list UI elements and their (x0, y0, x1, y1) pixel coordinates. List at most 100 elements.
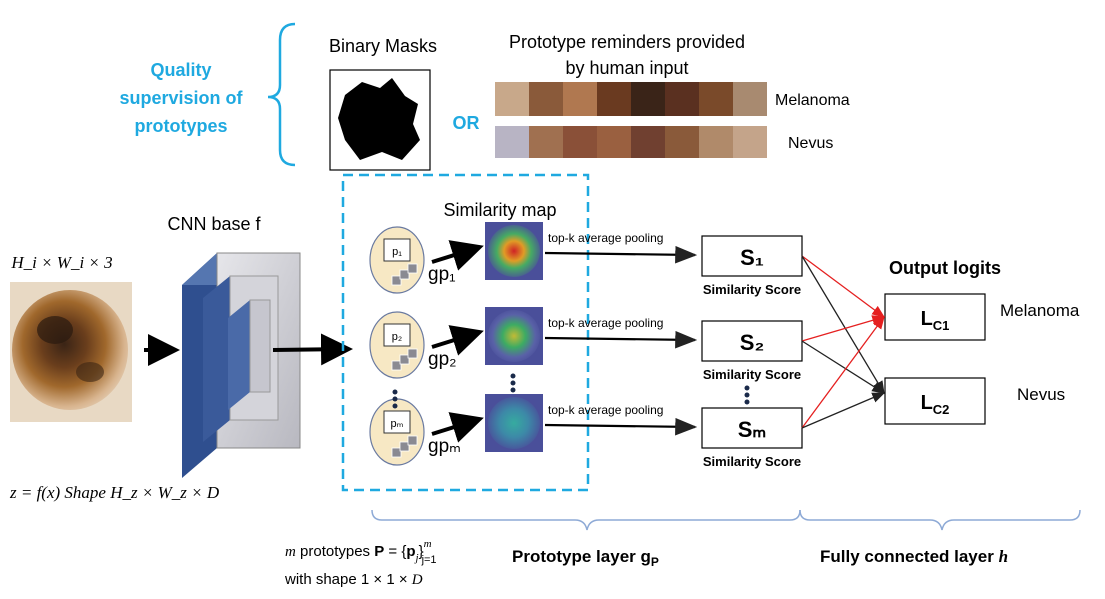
fc-layer-label: Fully connected layer h (820, 547, 1008, 566)
melanoma-prototype-strip (495, 82, 767, 116)
prototype-label: p₂ (392, 331, 402, 343)
pooling-arrow (544, 330, 698, 349)
cnn-title: CNN base f (167, 214, 261, 234)
nevus-patch (495, 126, 529, 158)
similarity-score-caption: Similarity Score (703, 367, 801, 382)
prototype-layer-box (341, 173, 590, 492)
prototype-function-label: gpₘ (428, 436, 461, 457)
pooling-label: top-k average pooling (548, 316, 663, 330)
similarity-score-value: Sₘ (738, 417, 766, 442)
fc-edge-to-c2 (801, 340, 886, 394)
prototype-to-map-arrow (431, 325, 484, 356)
prototype-cube (407, 435, 418, 446)
prototype-cube (391, 447, 402, 458)
prototype-cube (399, 269, 410, 280)
melanoma-patch (733, 82, 767, 116)
quality-brace (267, 22, 296, 167)
pooling-arrow (544, 245, 698, 264)
prototype-function-label: gp₁ (428, 264, 456, 285)
similarity-heatmap-blob (488, 397, 540, 449)
fc-edge-to-c1 (801, 255, 886, 318)
output-logits-title: Output logits (889, 258, 1001, 278)
prototype-vector-box (383, 410, 411, 434)
quality-line-1: Quality (150, 60, 211, 80)
prototype-rows: p₁ gp₁ top-k average pooling S₁ Similarity S… (369, 222, 803, 469)
or-label: OR (453, 113, 480, 133)
reminders-title-2: by human input (565, 58, 688, 78)
quality-line-2: supervision of (119, 88, 243, 108)
melanoma-strip-label: Melanoma (775, 92, 850, 109)
cnn-base-block (182, 252, 301, 478)
similarity-score-box (701, 235, 803, 277)
quality-line-3: prototypes (134, 116, 227, 136)
nevus-strip-label: Nevus (788, 135, 833, 152)
prototypes-shape-label: with shape 1 × 1 × D (284, 571, 423, 588)
nevus-patch (733, 126, 767, 158)
prototype-cube (407, 348, 418, 359)
similarity-score-value: S₂ (740, 330, 764, 355)
nevus-patch (699, 126, 733, 158)
quality-supervision-label: Quality supervision of prototypes (119, 60, 243, 136)
prototype-row: p₂ gp₂ top-k average pooling S₂ Similarity S… (369, 307, 803, 382)
input-lesion-image (10, 282, 132, 422)
reminders-title-1: Prototype reminders provided (509, 32, 745, 52)
score-ellipsis (744, 385, 750, 405)
prototype-cube (391, 360, 402, 371)
similarity-map-title: Similarity map (443, 200, 556, 220)
cnn-shape-label: z = f(x) Shape H_z × W_z × D (9, 483, 220, 502)
similarity-heatmap-blob (488, 310, 540, 362)
nevus-patch (529, 126, 563, 158)
fc-edge-to-c2 (801, 392, 886, 429)
class-2-label: Nevus (1017, 385, 1065, 404)
prototypes-set-label: m prototypes P = {pj}m j=1 (285, 538, 437, 566)
melanoma-patch (631, 82, 665, 116)
similarity-heatmap-blob (488, 225, 540, 277)
prototype-layer-label: Prototype layer gP (512, 547, 659, 569)
class-1-label: Melanoma (1000, 301, 1080, 320)
logit-box-c2: LC2 (884, 377, 986, 425)
cnn-to-prototypes-arrow (272, 333, 353, 366)
prototype-label: pₘ (391, 418, 404, 430)
fully-connected-edges (801, 255, 886, 429)
prototype-row: p₁ gp₁ top-k average pooling S₁ Similarity S… (369, 222, 803, 297)
prototype-function-label: gp₂ (428, 349, 457, 370)
fc-edge-to-c1 (801, 315, 885, 429)
input-shape-label: H_i × W_i × 3 (10, 253, 112, 272)
pooling-arrow (544, 417, 698, 436)
prototype-vector-box (383, 323, 411, 347)
melanoma-patch (699, 82, 733, 116)
prototype-to-map-arrow (431, 412, 484, 443)
prototype-label: p₁ (392, 246, 402, 258)
pooling-label: top-k average pooling (548, 231, 663, 245)
prototype-cube (399, 354, 410, 365)
similarity-score-box (701, 320, 803, 362)
nevus-patch (631, 126, 665, 158)
prototype-row: pₘ gpₘ top-k average pooling Sₘ Similarity S… (369, 394, 803, 469)
binary-masks-title: Binary Masks (329, 36, 437, 56)
melanoma-patch (563, 82, 597, 116)
fc-edge-to-c1 (801, 315, 886, 342)
prototype-to-map-arrow (431, 240, 484, 271)
melanoma-patch (529, 82, 563, 116)
prototype-ellipsis (392, 389, 398, 409)
binary-mask-image (329, 69, 431, 171)
prototype-cube (399, 441, 410, 452)
fc-layer-brace (799, 509, 1081, 531)
similarity-score-caption: Similarity Score (703, 454, 801, 469)
nevus-patch (597, 126, 631, 158)
melanoma-patch (495, 82, 529, 116)
melanoma-patch (665, 82, 699, 116)
nevus-prototype-strip (495, 126, 767, 158)
similarity-score-value: S₁ (740, 245, 764, 270)
melanoma-patch (597, 82, 631, 116)
prototype-cube (407, 263, 418, 274)
logit-box-c1: LC1 (884, 293, 986, 341)
pooling-label: top-k average pooling (548, 403, 663, 417)
nevus-patch (665, 126, 699, 158)
fc-edge-to-c2 (801, 255, 885, 395)
similarity-score-caption: Similarity Score (703, 282, 801, 297)
similarity-map-ellipsis (510, 373, 516, 393)
nevus-patch (563, 126, 597, 158)
prototype-cube (391, 275, 402, 286)
